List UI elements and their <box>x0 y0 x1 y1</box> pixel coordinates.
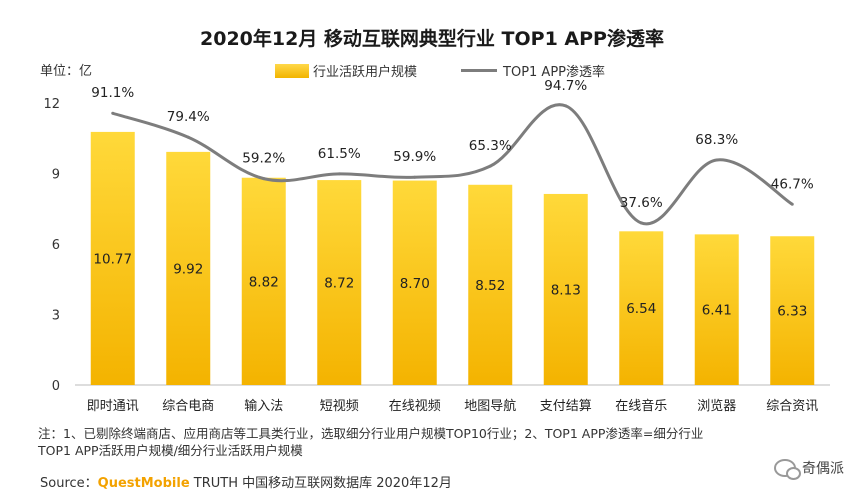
x-tick-label: 即时通讯 <box>87 399 139 414</box>
penetration-label: 79.4% <box>167 109 210 125</box>
penetration-point <box>564 104 568 108</box>
bar-value-label: 6.54 <box>626 301 656 317</box>
penetration-label: 59.2% <box>242 151 285 167</box>
y-tick-label: 0 <box>52 379 60 394</box>
penetration-point <box>639 221 643 225</box>
legend-line-label: TOP1 APP渗透率 <box>503 65 606 80</box>
penetration-label: 61.5% <box>318 146 361 162</box>
source-brand: QuestMobile <box>97 476 190 491</box>
wechat-icon <box>774 459 801 480</box>
penetration-label: 65.3% <box>469 138 512 154</box>
source-prefix: Source： <box>40 476 98 491</box>
legend-line-swatch <box>461 69 498 72</box>
bar-value-label: 8.70 <box>400 276 430 292</box>
penetration-point <box>790 202 794 206</box>
x-tick-label: 在线音乐 <box>615 398 667 414</box>
bar-value-label: 8.82 <box>249 274 279 290</box>
y-tick-label: 9 <box>52 168 60 183</box>
wechat-account-name: 奇偶派 <box>802 461 844 477</box>
bar-value-label: 8.72 <box>324 276 354 292</box>
bar-value-label: 10.77 <box>93 251 132 267</box>
legend: 行业活跃用户规模 TOP1 APP渗透率 <box>275 61 605 80</box>
bar-value-label: 8.13 <box>551 282 581 298</box>
penetration-line <box>112 103 794 226</box>
bar-value-label: 6.33 <box>777 304 807 320</box>
footnote-line-2: TOP1 APP活跃用户规模/细分行业活跃用户规模 <box>38 443 303 458</box>
bar-value-label: 6.41 <box>702 303 732 319</box>
penetration-point <box>337 172 341 176</box>
x-tick-label: 短视频 <box>320 399 359 414</box>
penetration-label: 68.3% <box>695 132 738 148</box>
penetration-point <box>262 177 266 181</box>
source-line: Source：QuestMobile TRUTH 中国移动互联网数据库 2020… <box>40 472 452 491</box>
penetration-label: 59.9% <box>393 149 436 165</box>
bar <box>543 193 588 385</box>
bar <box>619 231 664 385</box>
x-tick-label: 地图导航 <box>464 398 516 414</box>
bar <box>468 184 513 385</box>
bar-value-label: 9.92 <box>173 261 203 277</box>
penetration-point <box>186 135 190 139</box>
bar-value-label: 8.52 <box>475 278 505 294</box>
bar <box>166 151 211 385</box>
x-tick-label: 支付结算 <box>540 399 592 414</box>
bar <box>317 180 362 385</box>
penetration-point <box>488 164 492 168</box>
bar <box>694 234 739 385</box>
penetration-label: 46.7% <box>771 176 814 192</box>
x-tick-label: 浏览器 <box>697 398 736 414</box>
bar <box>392 180 437 385</box>
footnote-line-1: 注：1、已剔除终端商店、应用商店等工具类行业，选取细分行业用户规模TOP10行业… <box>38 426 704 441</box>
penetration-label: 94.7% <box>544 78 587 94</box>
x-tick-label: 综合资讯 <box>766 399 818 414</box>
penetration-point <box>111 111 115 115</box>
chart-canvas: 0 3 6 9 12 10.77 即时通讯 9.92 综合电商 8.82 输入法 8.72 短视频 8.… <box>43 78 830 414</box>
bar <box>770 236 815 385</box>
y-tick-label: 6 <box>52 238 60 253</box>
penetration-label: 37.6% <box>620 195 663 211</box>
legend-bar-swatch <box>275 63 309 78</box>
x-tick-label: 输入法 <box>244 398 283 414</box>
footnote: 注：1、已剔除终端商店、应用商店等工具类行业，选取细分行业用户规模TOP10行业… <box>38 425 703 459</box>
x-tick-label: 在线视频 <box>389 399 441 414</box>
legend-bar-label: 行业活跃用户规模 <box>313 65 418 80</box>
source-rest: TRUTH 中国移动互联网数据库 2020年12月 <box>189 476 452 491</box>
wechat-watermark: 奇偶派 <box>774 458 844 480</box>
bar <box>90 131 135 385</box>
bar <box>241 177 286 385</box>
chart-title: 2020年12月 移动互联网典型行业 TOP1 APP渗透率 <box>200 28 664 50</box>
penetration-point <box>715 158 719 162</box>
y-tick-label: 12 <box>43 97 60 112</box>
unit-label: 单位：亿 <box>40 64 93 79</box>
y-tick-label: 3 <box>52 309 60 324</box>
penetration-label: 91.1% <box>91 85 134 101</box>
x-tick-label: 综合电商 <box>162 399 214 414</box>
penetration-point <box>413 175 417 179</box>
